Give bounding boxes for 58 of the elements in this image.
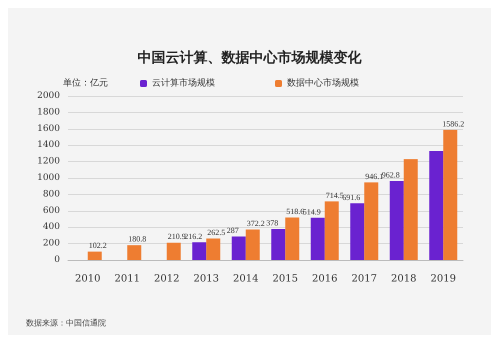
bar [324, 201, 339, 260]
data-label: 378 [266, 218, 278, 228]
bar [206, 238, 220, 260]
bar [88, 252, 102, 260]
x-tick-label: 2019 [430, 274, 456, 284]
bar [285, 217, 300, 260]
x-tick-label: 2017 [352, 274, 377, 284]
x-tick-label: 2010 [75, 274, 100, 284]
x-tick-label: 2011 [114, 274, 140, 284]
bar [166, 242, 181, 260]
bar [350, 203, 364, 260]
bar [429, 150, 444, 260]
y-tick-label: 1600 [37, 124, 60, 134]
y-axis-title: 单位：亿元 [63, 78, 108, 88]
y-tick-label: 0 [54, 255, 60, 265]
bar [404, 159, 418, 260]
data-label: 262.5 [207, 228, 226, 237]
y-tick-label: 1800 [37, 107, 60, 118]
y-tick-label: 1400 [37, 140, 60, 150]
bar [192, 242, 206, 260]
data-label: 518.6 [286, 206, 304, 216]
data-label: 691.6 [342, 192, 360, 202]
bar [271, 229, 286, 260]
data-label: 102.2 [88, 241, 107, 250]
data-label: 1586.2 [442, 119, 464, 128]
bar [310, 218, 325, 260]
bar [364, 182, 378, 260]
bar [127, 245, 142, 260]
x-tick-label: 2016 [312, 274, 338, 284]
data-label: 216.2 [184, 232, 202, 241]
chart-title: 中国云计算、数据中心市场规模变化 [138, 49, 362, 66]
bar [390, 181, 404, 260]
data-label: 714.5 [326, 190, 344, 200]
y-tick-label: 600 [42, 206, 60, 216]
x-tick-label: 2015 [272, 274, 298, 284]
y-tick-label: 800 [42, 189, 60, 200]
data-label: 962.8 [382, 170, 400, 180]
x-tick-label: 2014 [233, 274, 258, 284]
data-label: 180.8 [128, 234, 146, 244]
data-label: 287 [226, 226, 239, 235]
bar [443, 130, 458, 260]
y-tick-label: 1200 [37, 156, 60, 167]
y-tick-label: 2000 [37, 91, 60, 101]
x-tick-label: 2018 [391, 274, 416, 284]
bar [246, 229, 260, 260]
legend-label: 云计算市场规模 [152, 78, 215, 88]
y-tick-label: 400 [42, 222, 60, 232]
data-label: 210.9 [168, 232, 186, 242]
y-tick-label: 200 [42, 238, 60, 249]
y-tick-label: 1000 [37, 173, 60, 183]
x-tick-label: 2012 [154, 274, 180, 284]
data-label: 514.9 [302, 207, 321, 216]
legend-label: 数据中心市场规模 [287, 78, 359, 88]
bar [232, 236, 246, 260]
x-tick-label: 2013 [194, 274, 219, 284]
source-note: 数据来源：中国信通院 [26, 318, 106, 328]
data-label: 372.2 [246, 218, 265, 228]
data-label: 946.1 [365, 172, 384, 181]
